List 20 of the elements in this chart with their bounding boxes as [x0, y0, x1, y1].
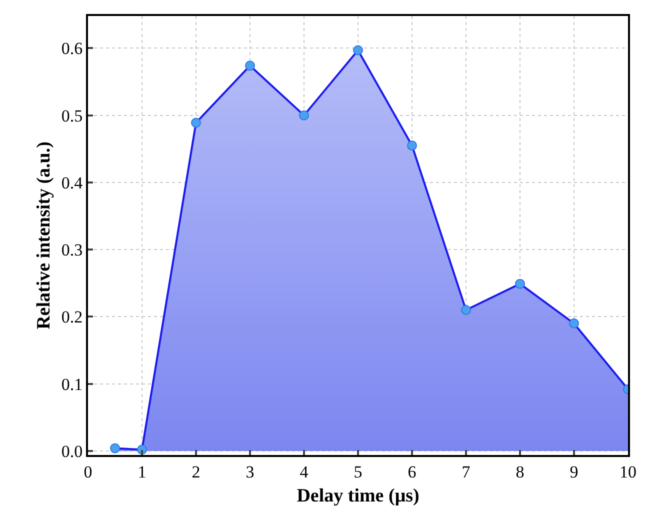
x-tick-label: 5 [354, 462, 362, 482]
y-tick-label: 0.2 [61, 308, 83, 327]
x-axis-title: Delay time (μs) [296, 486, 420, 507]
x-tick-label: 4 [300, 462, 309, 482]
x-tick-label: 1 [138, 462, 146, 482]
x-tick-label: 3 [246, 462, 254, 482]
x-tick-label: 0 [84, 462, 92, 482]
y-tick-label: 0.4 [61, 173, 84, 192]
y-tick-label: 0.5 [61, 106, 83, 126]
x-tick-label: 2 [192, 462, 200, 482]
x-tick-label: 7 [462, 462, 471, 482]
y-tick-label: 0.0 [61, 442, 83, 461]
x-tick-label: 8 [516, 462, 524, 482]
y-tick-label: 0.3 [61, 240, 83, 260]
y-tick-label: 0.1 [61, 374, 83, 394]
x-tick-label: 10 [620, 462, 636, 482]
x-tick-label: 6 [408, 462, 416, 482]
x-tick-label: 9 [570, 462, 578, 482]
y-axis-title: Relative intensity (a.u.) [34, 142, 55, 330]
y-tick-label: 0.6 [61, 39, 83, 58]
